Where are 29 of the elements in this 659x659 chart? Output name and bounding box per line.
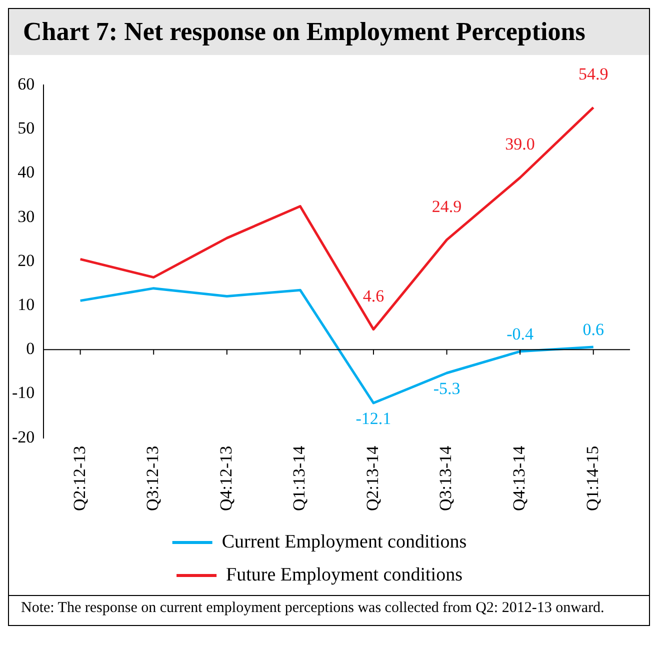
x-tick-label: Q2:12-13 (70, 446, 89, 512)
y-tick-label: -10 (12, 383, 35, 402)
x-tick-label: Q1:14-15 (582, 446, 602, 512)
data-label: 39.0 (505, 134, 535, 154)
x-tick-label: Q4:13-14 (510, 445, 529, 512)
chart-title: Chart 7: Net response on Employment Perceptions (9, 9, 649, 55)
y-tick-label: 50 (18, 118, 35, 138)
x-tick-label: Q3:13-14 (436, 445, 456, 512)
data-label: 54.9 (578, 64, 608, 84)
text: Note: The response on current employment perceptions was collected from Q2: 2012-13 onward. (9, 595, 649, 625)
x-tick-label: Q3:12-13 (143, 446, 162, 512)
data-label: -5.3 (433, 378, 460, 398)
x-tick-label: Q1:13-14 (290, 445, 309, 512)
data-label: 4.6 (362, 286, 384, 306)
legend-label: Current Employment conditions (222, 531, 467, 552)
y-tick-label: 60 (18, 74, 35, 94)
data-label: -12.1 (356, 408, 392, 428)
legend-label: Future Employment conditions (226, 564, 462, 586)
x-tick-label: Q2:13-14 (362, 445, 382, 512)
y-tick-label: 10 (18, 294, 35, 314)
y-tick-label: -20 (12, 427, 35, 446)
y-tick-label: 0 (26, 339, 35, 358)
data-label: 0.6 (582, 320, 604, 339)
data-label: 24.9 (432, 196, 462, 216)
y-tick-label: 30 (18, 206, 35, 226)
data-label: -0.4 (506, 324, 534, 344)
x-tick-label: Q4:12-13 (216, 446, 236, 512)
y-tick-label: 40 (18, 162, 35, 182)
y-tick-label: 20 (18, 250, 35, 270)
